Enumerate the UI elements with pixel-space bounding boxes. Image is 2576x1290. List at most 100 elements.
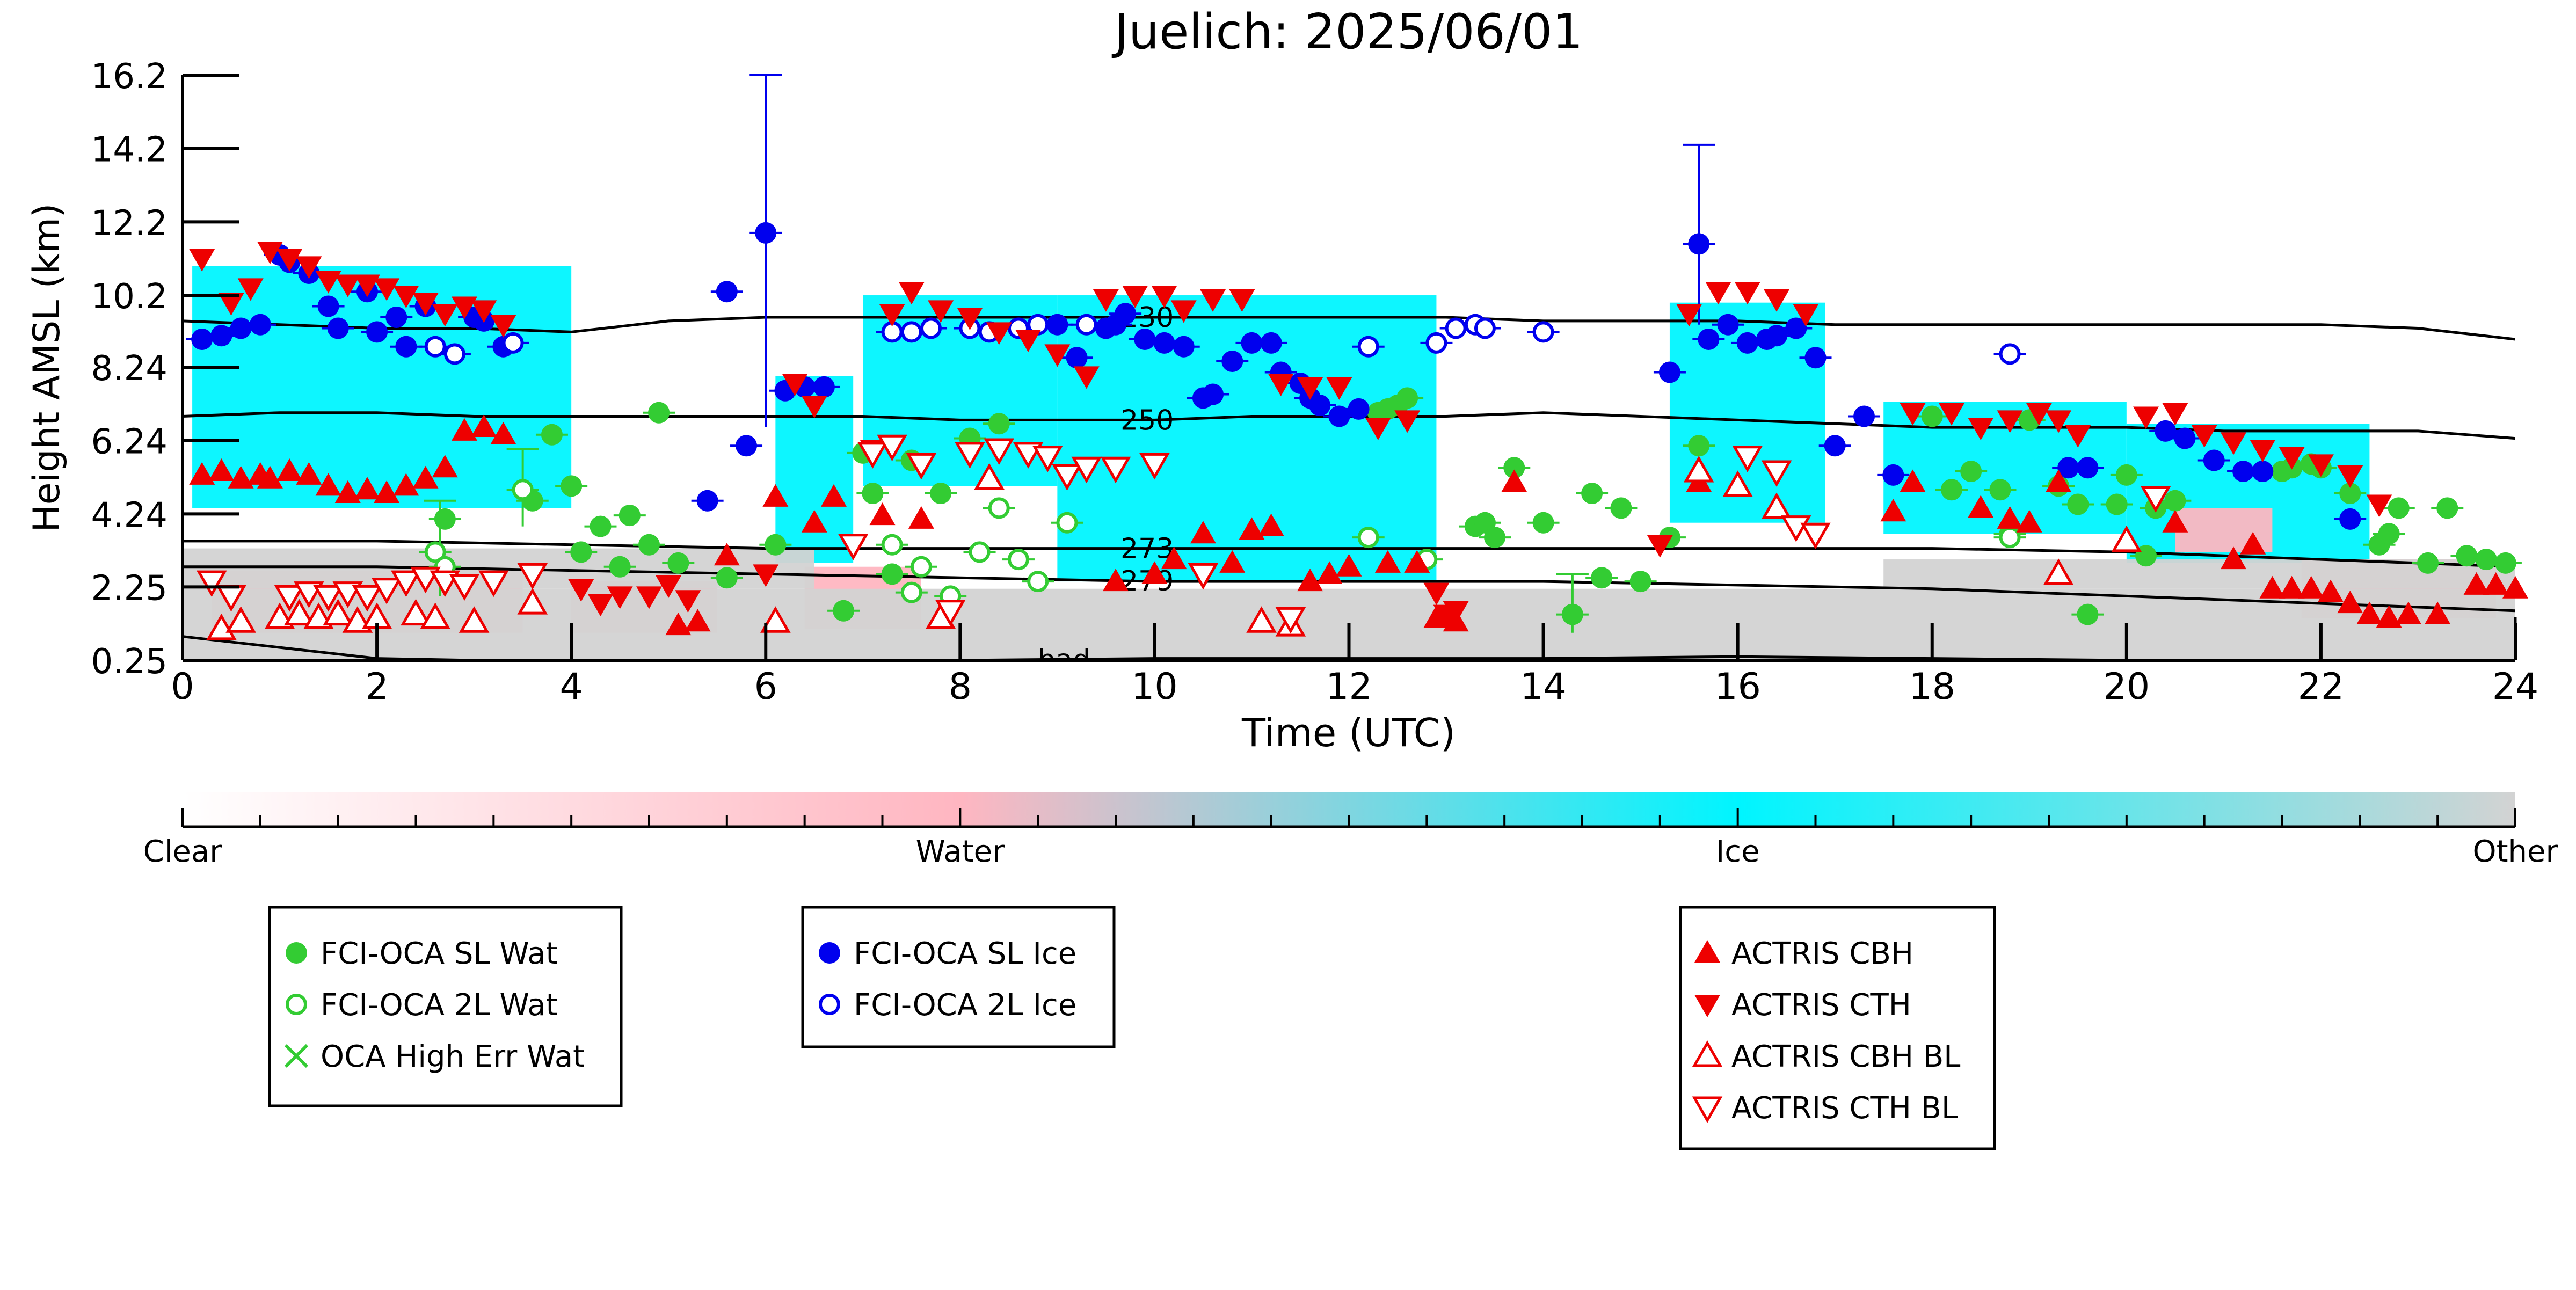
x-tick-label: 6 (754, 666, 777, 708)
legend-label: FCI-OCA 2L Wat (321, 988, 558, 1023)
point-actris-cth (957, 308, 983, 331)
point-actris-cbh-shape (490, 421, 516, 444)
point-fci-oca-2l-ice (424, 336, 446, 358)
point-fci-oca-sl-ice (1736, 332, 1758, 354)
y-tick-label: 16.2 (91, 57, 168, 97)
point-fci-oca-sl-ice-shape (366, 321, 388, 343)
point-fci-oca-sl-wat-shape (2436, 497, 2458, 519)
point-actris-cbh-shape (2046, 469, 2072, 492)
point-actris-cbh-bl (225, 606, 256, 633)
point-actris-cbh-bl-shape (401, 599, 431, 626)
point-actris-cth-bl (391, 570, 421, 597)
point-actris-cbh-bl-shape (459, 606, 490, 633)
point-actris-cth-bl (955, 442, 985, 469)
point-actris-cbh-bl (420, 602, 451, 629)
colorbar-labels: Clear Water Ice Other (143, 834, 2559, 869)
point-actris-cth-bl (1732, 446, 1763, 472)
point-fci-oca-sl-wat-shape (2388, 497, 2410, 519)
point-fci-oca-sl-ice-shape (2077, 457, 2099, 479)
point-actris-cbh-shape (2395, 601, 2421, 624)
point-fci-oca-sl-wat (1484, 527, 1506, 549)
point-actris-cbh-shape (1880, 499, 1906, 522)
point-actris-cth-shape (1938, 403, 1964, 426)
point-actris-cth-bl-shape (1188, 563, 1219, 590)
point-actris-cbh-shape (714, 543, 740, 566)
x-tick-label: 16 (1714, 666, 1761, 708)
point-actris-cth (237, 278, 264, 301)
point-actris-cbh-bl-shape (1683, 456, 1714, 483)
point-actris-cth-shape (276, 249, 303, 272)
point-actris-cth-shape (1647, 535, 1673, 558)
point-actris-cth-shape (334, 274, 361, 297)
point-fci-oca-sl-wat (930, 483, 952, 505)
point-actris-cbh-shape (2376, 605, 2402, 628)
point-fci-oca-sl-ice (813, 376, 835, 398)
point-actris-cth (898, 282, 925, 305)
point-actris-cbh-shape (762, 484, 789, 507)
point-actris-cbh-bl-shape (206, 613, 237, 640)
point-fci-oca-sl-ice-shape (2174, 427, 2196, 449)
point-actris-cth-shape (432, 304, 458, 327)
point-fci-oca-sl-wat (590, 515, 612, 537)
point-actris-cbh (208, 458, 235, 482)
point-actris-cth-shape (1297, 377, 1323, 400)
point-fci-oca-sl-ice-shape (1134, 329, 1156, 351)
point-actris-cth-bl (1761, 460, 1792, 487)
x-tick-label: 18 (1909, 666, 1955, 708)
point-actris-cth-shape (2337, 465, 2363, 488)
point-actris-cth-bl-shape (1052, 464, 1082, 491)
point-fci-oca-sl-ice (1658, 361, 1680, 383)
point-fci-oca-sl-ice (2339, 508, 2361, 530)
point-actris-cth-shape (1734, 282, 1760, 305)
point-actris-cth-shape (1122, 286, 1148, 309)
legend-label: FCI-OCA SL Wat (321, 936, 558, 971)
colorbar-ticks (181, 808, 2516, 827)
point-actris-cbh (1336, 553, 1362, 577)
point-actris-cbh (2425, 601, 2451, 624)
point-actris-cbh (2220, 546, 2246, 570)
point-fci-oca-sl-wat-shape (1484, 527, 1506, 549)
colorbar-label: Other (2472, 834, 2558, 869)
point-actris-cth-shape (218, 293, 244, 316)
point-fci-oca-sl-wat-shape (881, 563, 903, 585)
point-actris-cbh (471, 414, 497, 438)
point-actris-cth (1200, 289, 1226, 312)
point-actris-cbh-shape (1239, 517, 1265, 540)
point-actris-cth-bl (1275, 607, 1306, 634)
point-actris-cbh-bl-shape (2043, 558, 2074, 585)
point-fci-oca-2l-wat-shape (1357, 527, 1379, 549)
point-actris-cbh (1316, 561, 1343, 584)
point-actris-cth-shape (1044, 344, 1071, 367)
point-fci-oca-sl-ice-shape (1736, 332, 1758, 354)
point-actris-cbh (2162, 509, 2188, 533)
point-fci-oca-sl-ice (1173, 336, 1195, 358)
point-fci-oca-sl-wat (1688, 435, 1710, 457)
point-actris-cth-shape (2026, 403, 2052, 426)
point-actris-cth-shape (2308, 454, 2334, 477)
point-actris-cth-shape (928, 300, 954, 323)
point-actris-cth (218, 293, 244, 316)
point-actris-cth-shape (2191, 425, 2217, 448)
point-fci-oca-sl-wat-shape (2106, 493, 2128, 515)
point-fci-oca-sl-wat-shape (2077, 603, 2099, 625)
point-actris-cbh (412, 465, 439, 489)
point-actris-cth (1122, 286, 1148, 309)
point-fci-oca-sl-wat-shape (862, 483, 884, 505)
point-fci-oca-sl-ice-shape (1173, 336, 1195, 358)
point-actris-cbh-shape (2220, 546, 2246, 570)
legend-marker-shape (819, 994, 840, 1015)
point-fci-oca-2l-ice-shape (424, 336, 446, 358)
point-actris-cbh (189, 462, 215, 485)
colorbar: Clear Water Ice Other (143, 792, 2559, 869)
point-actris-cth-bl-shape (955, 442, 985, 469)
point-actris-cth-bl-shape (1071, 456, 1102, 484)
point-fci-oca-sl-wat (2417, 552, 2439, 574)
point-fci-oca-sl-ice (317, 295, 339, 317)
legend-marker (286, 994, 307, 1015)
x-tick-label: 8 (949, 666, 972, 708)
point-fci-oca-sl-wat (2164, 490, 2186, 512)
point-actris-cbh (393, 473, 419, 496)
legend-marker (819, 994, 840, 1015)
point-actris-cth (753, 564, 779, 587)
bg-ice-region (192, 266, 572, 508)
